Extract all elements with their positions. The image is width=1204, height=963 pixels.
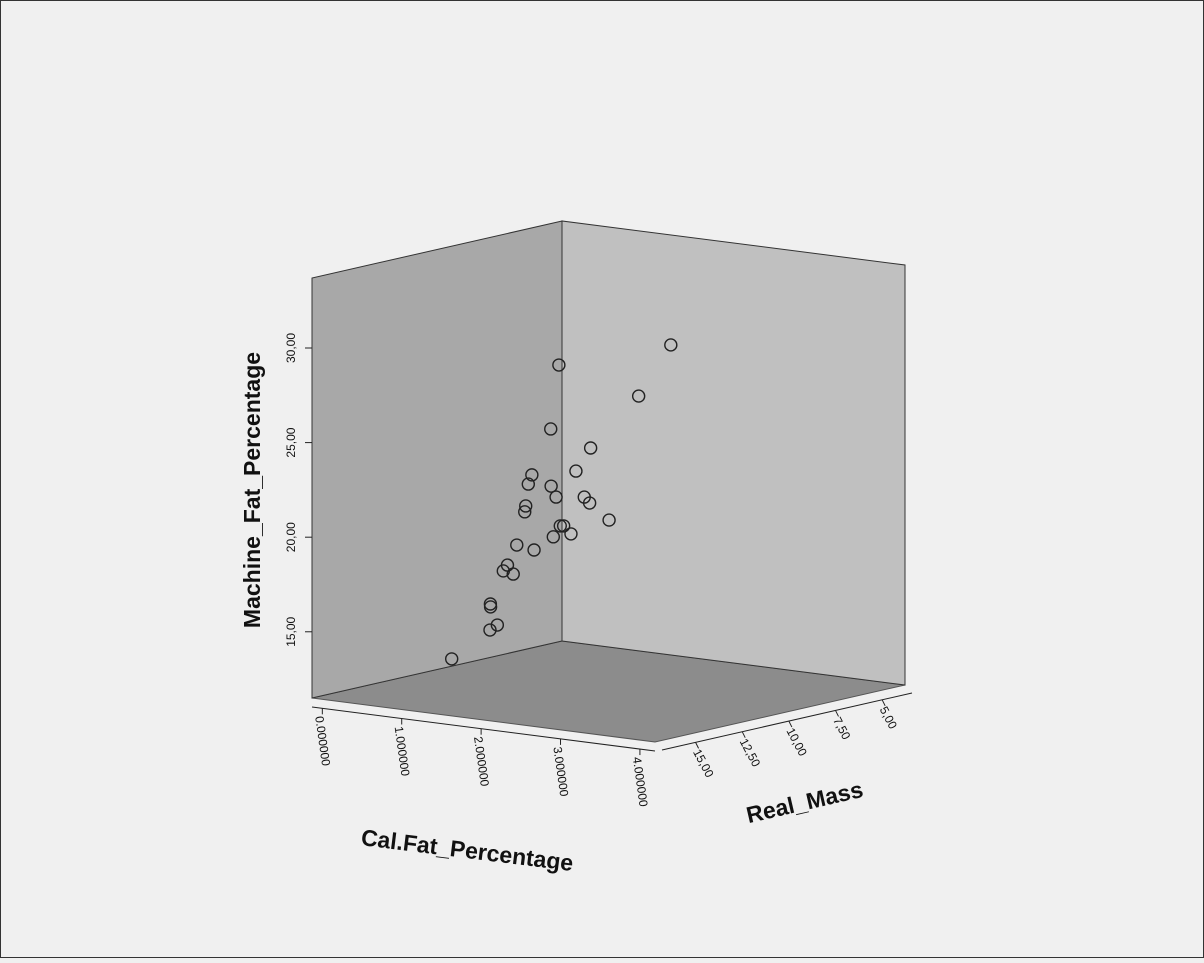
right-wall (561, 220, 906, 686)
y-tick-label: 20,00 (284, 522, 298, 552)
y-tick-label: 25,00 (284, 427, 298, 457)
x-tick-label: 1.000000 (392, 725, 413, 777)
point (518, 505, 532, 519)
point (527, 543, 541, 557)
z-tick (695, 742, 700, 749)
point (525, 468, 539, 482)
point (631, 389, 646, 403)
point (483, 597, 498, 611)
z-tick (881, 699, 886, 707)
point (483, 623, 497, 637)
point (506, 567, 520, 581)
point (583, 441, 598, 455)
point (544, 479, 558, 493)
point (544, 422, 558, 436)
point (510, 538, 524, 552)
z-tick (788, 720, 793, 728)
point (546, 530, 561, 544)
point (552, 358, 566, 372)
x-tick-label: 2.000000 (471, 736, 492, 788)
point (664, 338, 678, 352)
point (564, 527, 578, 541)
left-wall (311, 220, 563, 699)
x-tick-label: 0.000000 (312, 715, 333, 767)
point (602, 513, 616, 527)
point (521, 477, 536, 491)
point (553, 519, 567, 533)
point (549, 490, 563, 504)
y-tick-label: 30,00 (284, 333, 298, 363)
y-tick-label: 15,00 (284, 616, 298, 646)
y-axis-title: Machine_Fat_Percentage (239, 352, 265, 628)
point (556, 519, 571, 533)
x-tick-label: 4.000000 (630, 756, 651, 808)
z-tick (835, 710, 839, 717)
z-tick (741, 731, 746, 738)
point (519, 499, 533, 513)
x-tick-label: 3.000000 (550, 746, 571, 798)
z-axis-line (661, 692, 913, 751)
point (444, 652, 459, 666)
point (490, 618, 505, 632)
x-axis-line (311, 706, 656, 752)
point (569, 464, 583, 478)
point (582, 496, 597, 510)
